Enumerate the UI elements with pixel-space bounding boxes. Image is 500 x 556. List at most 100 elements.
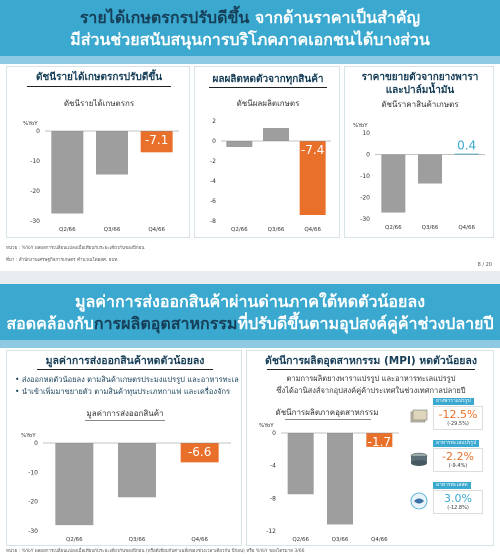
slide2-header: มูลค่าการส่งออกสินค้าผ่านด่านภาคใต้หดตัว… <box>0 284 500 340</box>
bullet-item: • นำเข้าเพิ่มมาขยายตัว ตามสินค้าทุนประเภ… <box>15 387 231 396</box>
bar <box>418 154 442 184</box>
panel-farm-price: ราคาขยายตัวจากยางพารา และปาล์มน้ำมัน ดัช… <box>344 66 494 238</box>
panel-title: มูลค่าการส่งออกสินค้าหดตัวน้อยลง <box>45 355 205 367</box>
y-tick-label: -20 <box>30 188 40 195</box>
side-value: 3.0% <box>444 492 472 505</box>
canned-fish-icon <box>410 452 428 466</box>
chart-subtitle: ดัชนีการผลิตภาคอุตสาหกรรม <box>275 408 379 417</box>
x-tick-label: Q4/66 <box>371 537 388 543</box>
x-tick-label: Q4/66 <box>148 227 165 233</box>
side-stat-rubber: ยางพาราแปรรูป -12.5% (-29.5%) <box>407 398 485 432</box>
bar <box>299 141 326 215</box>
x-tick-label: Q3/66 <box>104 227 121 233</box>
header-band <box>0 56 500 64</box>
seafood-icon <box>410 492 428 510</box>
x-tick-label: Q4/66 <box>191 537 208 543</box>
y-tick-label: 0 <box>366 152 370 159</box>
bar <box>263 128 289 141</box>
subtitle-underline <box>285 419 371 420</box>
panel-farm-income: ดัชนีรายได้เกษตรกรปรับดีขึ้น ดัชนีรายได้… <box>6 66 190 238</box>
slide1-headline-2: มีส่วนช่วยสนับสนุนการบริโภคภาคเอกชนได้บา… <box>70 30 430 49</box>
bar <box>381 154 406 213</box>
y-tick-label: 0 <box>212 138 216 145</box>
side-value: -2.2% <box>442 450 474 463</box>
panel-mpi: ดัชนีการผลิตอุตสาหกรรม (MPI) หดตัวน้อยลง… <box>246 350 494 546</box>
chart-subtitle: ดัชนีราคาสินค้าเกษตร <box>381 100 459 109</box>
data-label: 0.4 <box>457 139 476 153</box>
y-tick-label: 0 <box>34 440 38 447</box>
y-tick-label: 0 <box>272 430 276 437</box>
side-stat-fresh-seafood: อาหารทะเลสด 3.0% (-12.8%) <box>407 482 485 516</box>
x-tick-label: Q4/66 <box>458 225 475 231</box>
y-tick-label: -6 <box>210 198 216 205</box>
panel-title: ผลผลิตหดตัวจากทุกสินค้า <box>212 74 324 85</box>
y-axis-label: %YoY <box>21 433 36 439</box>
header-band <box>0 340 500 348</box>
x-tick-label: Q2/66 <box>66 537 83 543</box>
chart-subtitle: ดัชนีรายได้เกษตรกร <box>63 99 135 108</box>
slide2-headline-2: สอดคล้องกับการผลิตอุตสาหกรรมที่ปรับดีขึ้… <box>6 314 494 333</box>
x-tick-label: Q3/66 <box>332 537 349 543</box>
x-tick-label: Q4/66 <box>304 227 321 233</box>
title-underline <box>27 86 171 87</box>
y-tick-label: 0 <box>36 128 40 135</box>
panel-exports: มูลค่าการส่งออกสินค้าหดตัวน้อยลง • ส่งออ… <box>6 350 242 546</box>
side-box: 3.0% (-12.8%) <box>433 490 483 514</box>
bar <box>180 443 219 463</box>
y-tick-label: -8 <box>270 495 276 502</box>
slide2-headline-1: มูลค่าการส่งออกสินค้าผ่านด่านภาคใต้หดตัว… <box>74 292 426 311</box>
y-tick-label: -4 <box>210 178 216 185</box>
bar <box>327 433 353 525</box>
bar <box>96 131 128 175</box>
panel-text-1: ตามการผลิตยางพาราแปรรูป และอาหารทะเลแปรร… <box>286 374 456 383</box>
bar <box>55 443 94 526</box>
bar <box>287 433 314 495</box>
slide-farm-income: รายได้เกษตรกรปรับดีขึ้น จากด้านราคาเป็นส… <box>0 0 500 271</box>
slide1-header: รายได้เกษตรกรปรับดีขึ้น จากด้านราคาเป็นส… <box>0 0 500 56</box>
source-note: ที่มา : สำนักงานเศรษฐกิจการเกษตร คำนวณโด… <box>6 258 119 263</box>
bar <box>366 433 393 447</box>
side-box: -2.2% (-9.4%) <box>433 448 483 472</box>
page-number: 8 / 20 <box>477 262 492 268</box>
side-prev: (-12.8%) <box>447 505 469 511</box>
rubber-sheet-icon <box>410 409 428 423</box>
title-underline <box>209 87 327 88</box>
data-label: -7.1 <box>145 133 168 147</box>
x-tick-label: Q2/66 <box>292 537 309 543</box>
y-axis-label: %YoY <box>259 423 274 429</box>
y-tick-label: -30 <box>360 216 370 223</box>
slide1-headline-1: รายได้เกษตรกรปรับดีขึ้น จากด้านราคาเป็นส… <box>79 8 421 27</box>
y-tick-label: -30 <box>30 218 40 225</box>
slide-exports: มูลค่าการส่งออกสินค้าผ่านด่านภาคใต้หดตัว… <box>0 284 500 556</box>
bar <box>140 131 173 153</box>
panel-title: ดัชนีการผลิตอุตสาหกรรม (MPI) หดตัวน้อยลง <box>265 355 477 367</box>
x-tick-label: Q3/66 <box>422 225 439 231</box>
x-tick-label: Q2/66 <box>385 225 402 231</box>
chart-farm-output: 2 0 -2 -4 -6 -8 Q2/66 Q3/66 -7.4 Q4/66 <box>210 118 331 233</box>
title-underline <box>37 369 213 370</box>
y-axis-label: %YoY <box>353 123 368 129</box>
bar <box>51 131 84 214</box>
side-box: -12.5% (-29.5%) <box>433 406 483 430</box>
data-label: -7.4 <box>301 143 324 157</box>
side-label: อาหารทะเลสด <box>433 482 471 489</box>
y-tick-label: -8 <box>210 218 216 225</box>
y-tick-label: -10 <box>30 158 40 165</box>
data-label: -1.7 <box>368 435 391 449</box>
y-tick-label: -10 <box>28 469 38 476</box>
chart-subtitle: มูลค่าการส่งออกสินค้า <box>86 409 164 418</box>
y-tick-label: -4 <box>270 463 276 470</box>
side-label: อาหารทะเลแปรรูป <box>433 440 480 447</box>
x-tick-label: Q2/66 <box>59 227 76 233</box>
side-label: ยางพาราแปรรูป <box>433 398 474 405</box>
bar <box>118 443 156 498</box>
y-tick-label: -10 <box>360 173 370 180</box>
y-tick-label: -20 <box>28 499 38 506</box>
panel-text-2: ซึ่งได้อานิสงส์จากอุปสงค์คู่ค้าประเทศในช… <box>276 386 466 395</box>
panel-title: ราคาขยายตัวจากยางพารา <box>361 72 479 83</box>
unit-note: หน่วย : %YoY ผลผลการเปลี่ยนแปลงเมื่อเทีย… <box>6 246 145 251</box>
unit-note: หน่วย : %YoY ผลผลการเปลี่ยนแปลงเมื่อเทีย… <box>6 549 305 554</box>
